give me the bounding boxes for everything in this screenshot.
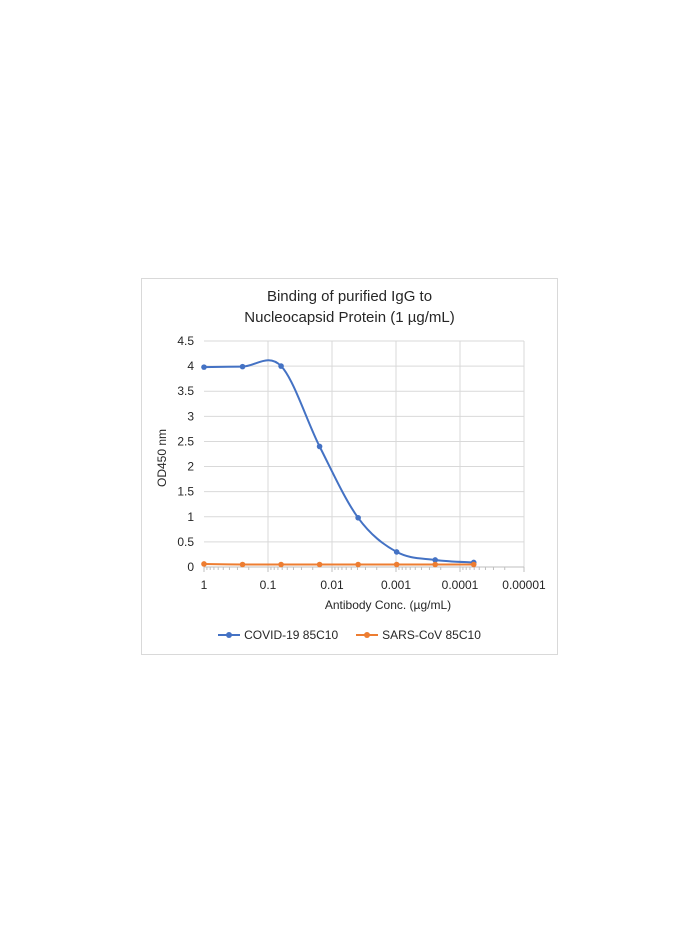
- gridlines: [204, 340, 525, 567]
- legend: COVID-19 85C10 SARS-CoV 85C10: [141, 628, 558, 642]
- legend-item-covid: COVID-19 85C10: [218, 628, 338, 642]
- chart-title-line-2: Nucleocapsid Protein (1 µg/mL): [244, 309, 455, 326]
- data-point-covid: [239, 363, 246, 370]
- data-point-sars: [393, 561, 400, 568]
- data-point-sars: [355, 561, 361, 568]
- data-point-sars: [239, 561, 246, 568]
- y-tick-label: 2.5: [177, 434, 194, 448]
- y-tick-label: 0: [187, 560, 194, 574]
- y-tick-label: 1.5: [177, 485, 194, 499]
- series-line-sars: [203, 563, 474, 566]
- data-point-sars: [201, 561, 207, 567]
- data-point-sars: [278, 561, 284, 568]
- series-line-covid: [203, 359, 474, 564]
- x-tick-label: 0.1: [260, 578, 277, 592]
- chart-title: Binding of purified IgG to Nucleocapsid …: [141, 286, 558, 328]
- x-tick-label: 0.0001: [442, 578, 479, 592]
- data-point-sars: [432, 561, 438, 568]
- legend-label-sars: SARS-CoV 85C10: [382, 628, 481, 642]
- y-tick-label: 4: [187, 359, 194, 373]
- data-point-covid: [432, 557, 438, 563]
- y-tick-label: 0.5: [177, 535, 194, 549]
- y-tick-label: 4.5: [177, 334, 194, 348]
- x-tick-label: 0.001: [381, 578, 411, 592]
- axes: [203, 566, 525, 572]
- y-tick-label: 3: [187, 409, 194, 423]
- data-point-covid: [316, 443, 323, 450]
- data-point-covid: [393, 549, 400, 555]
- y-tick-label: 3.5: [177, 384, 194, 398]
- data-point-covid: [201, 364, 207, 370]
- data-point-sars: [316, 561, 323, 568]
- data-point-sars: [470, 561, 477, 568]
- y-tick-label: 2: [187, 460, 194, 474]
- legend-swatch-sars: [356, 632, 379, 638]
- series-layer: [201, 359, 477, 568]
- legend-item-sars: SARS-CoV 85C10: [356, 628, 481, 642]
- y-axis-title: OD450 nm: [155, 429, 169, 487]
- x-tick-label: 0.00001: [502, 578, 546, 592]
- chart-title-line-1: Binding of purified IgG to: [266, 288, 433, 305]
- x-tick-label: 0.01: [320, 578, 344, 592]
- tick-labels: 0 0.5 1 1.5 2 2.5 3 3.5 4 4.5 1 0.1 0.01 0.001 0.0001 0…: [177, 334, 546, 592]
- data-point-covid: [278, 363, 284, 369]
- legend-swatch-covid: [218, 632, 241, 638]
- legend-label-covid: COVID-19 85C10: [244, 628, 339, 642]
- y-tick-label: 1: [187, 510, 194, 524]
- x-axis-title: Antibody Conc. (µg/mL): [325, 598, 451, 612]
- x-tick-label: 1: [201, 578, 208, 592]
- data-point-covid: [355, 514, 361, 521]
